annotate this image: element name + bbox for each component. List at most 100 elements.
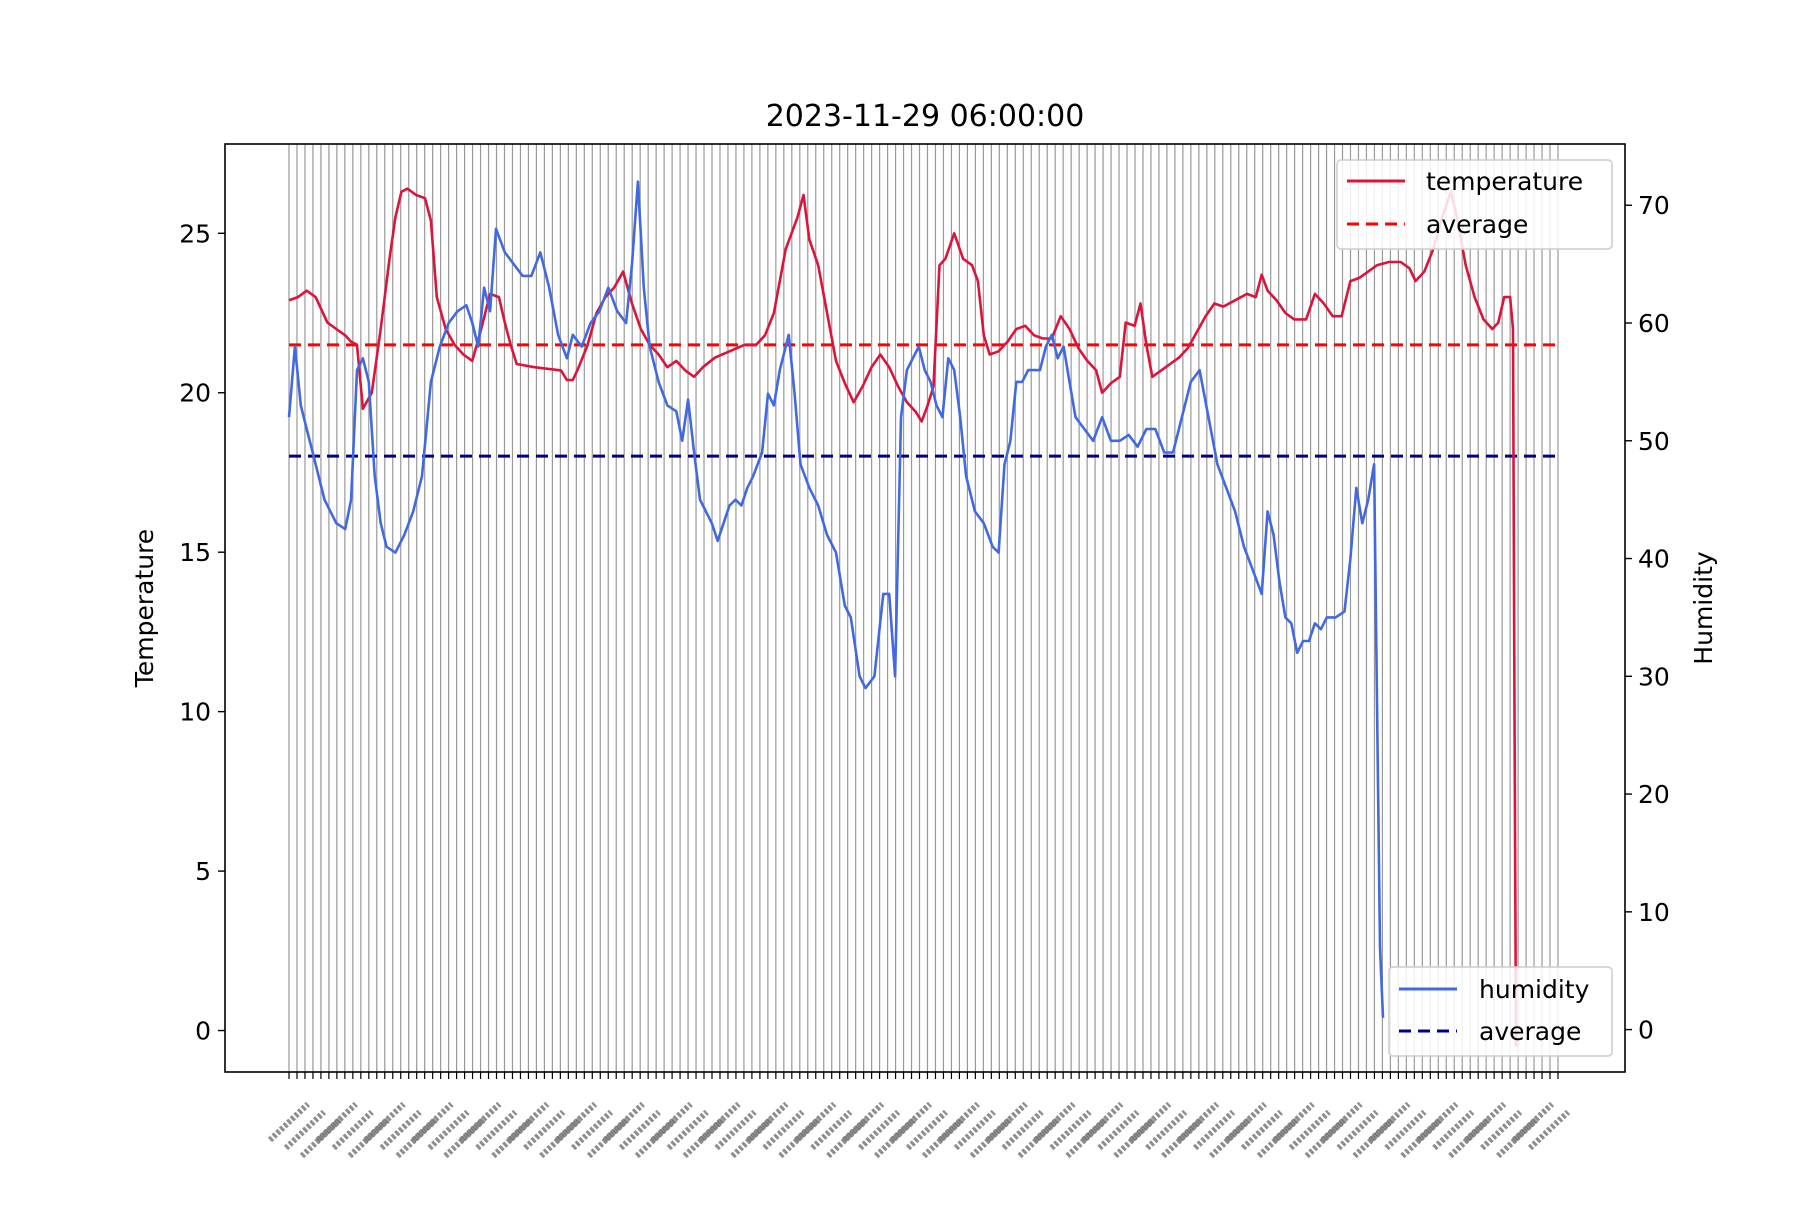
x-tick-label-mark [1256,1117,1299,1159]
x-tick-label-mark [523,1109,566,1151]
x-tick-label-mark [1145,1109,1188,1151]
x-tick-label-mark [826,1117,869,1159]
right-y-tick-label: 10 [1638,898,1670,927]
x-tick-label-mark [586,1117,630,1159]
temperature-series-line [288,187,1518,1047]
x-tick-label-mark [1065,1117,1108,1159]
x-tick-label-mark [937,1101,980,1143]
x-tick-label-mark [1049,1109,1092,1151]
x-tick-label-mark [1400,1117,1443,1159]
x-tick-label-mark [299,1117,342,1159]
x-tick-label-mark [1336,1109,1379,1151]
legend-humidity-label: humidity [1479,975,1590,1004]
right-y-tick-label: 70 [1638,191,1670,220]
x-tick-layer [267,1072,1571,1159]
x-tick-label-mark [1208,1117,1252,1159]
x-tick-label-mark [1161,1117,1204,1159]
x-tick-label-mark [1001,1109,1044,1151]
x-tick-label-mark [379,1109,422,1151]
x-tick-label-mark [1464,1101,1507,1143]
right-y-axis: 0 10 20 30 40 50 60 70 [1625,191,1670,1045]
x-tick-label-mark [411,1101,454,1143]
x-tick-label-mark [762,1109,805,1151]
x-tick-label-mark [1304,1117,1347,1159]
x-tick-label-mark [491,1117,534,1159]
legend-secondary: humidity average [1388,966,1613,1057]
x-tick-label-mark [315,1101,358,1143]
x-tick-label-mark [969,1117,1012,1159]
x-tick-label-mark [1017,1117,1060,1159]
left-y-tick-label: 15 [179,538,211,567]
right-y-tick-label: 30 [1638,662,1670,691]
x-tick-label-mark [1352,1117,1395,1159]
grid-layer [288,144,1559,1072]
x-tick-label-mark [331,1109,374,1151]
left-y-tick-label: 5 [195,857,211,886]
x-tick-label-mark [985,1101,1028,1143]
plot-frame [224,143,1626,1073]
series-layer [287,180,1518,1047]
x-tick-label-mark [347,1117,390,1159]
x-tick-label-mark [1496,1117,1539,1159]
x-tick-label-mark [889,1101,933,1143]
x-tick-label-mark [698,1101,741,1143]
x-tick-label-mark [714,1109,757,1151]
x-tick-label-mark [778,1117,821,1159]
x-tick-label-mark [1033,1101,1076,1143]
x-tick-label-mark [1081,1101,1124,1143]
chart-title: 2023-11-29 06:00:00 [766,99,1085,134]
left-y-axis: 0 5 10 15 20 25 [179,219,225,1046]
x-tick-label-mark [1432,1109,1475,1151]
x-tick-label-mark [459,1101,502,1143]
left-y-tick-label: 25 [179,219,211,248]
x-tick-label-mark [283,1109,327,1151]
x-tick-label-mark [1480,1109,1523,1151]
x-tick-label-mark [810,1109,853,1151]
x-tick-label-mark [1511,1101,1555,1143]
x-tick-label-mark [602,1101,645,1143]
x-tick-label-mark [650,1101,693,1143]
x-tick-label-mark [1448,1117,1491,1159]
x-tick-label-mark [570,1109,614,1151]
x-tick-label-mark [1129,1101,1172,1143]
x-tick-label-mark [1272,1101,1315,1143]
x-tick-label-mark [682,1117,725,1159]
x-tick-label-mark [730,1117,773,1159]
x-tick-label-mark [507,1101,550,1143]
x-tick-label-mark [1368,1101,1411,1143]
x-tick-label-mark [539,1117,582,1159]
x-tick-label-mark [842,1101,885,1143]
x-tick-label-mark [858,1109,901,1151]
x-tick-label-mark [427,1109,470,1151]
right-y-tick-label: 20 [1638,780,1670,809]
x-tick-label-mark [874,1117,917,1159]
right-y-tick-label: 0 [1638,1016,1654,1045]
x-tick-label-mark [555,1101,598,1143]
right-y-tick-label: 50 [1638,427,1670,456]
legend-humidity-average-label: average [1479,1017,1581,1046]
right-y-tick-label: 60 [1638,309,1670,338]
x-tick-label-mark [1224,1101,1268,1143]
x-tick-label-mark [1097,1109,1140,1151]
x-tick-label-mark [921,1117,964,1159]
x-tick-label-mark [953,1109,996,1151]
x-tick-label-mark [1384,1109,1427,1151]
x-tick-label-mark [475,1109,518,1151]
legend-temperature-average-label: average [1426,210,1528,239]
right-y-axis-label: Humidity [1689,551,1718,665]
x-tick-label-mark [1416,1101,1459,1143]
legend-primary-box [1336,159,1613,250]
legend-primary: temperature average [1336,159,1613,250]
legend-temperature-label: temperature [1426,167,1583,196]
left-y-tick-label: 20 [179,379,211,408]
x-tick-label-mark [1288,1109,1331,1151]
x-tick-label-mark [1320,1101,1363,1143]
x-tick-label-mark [267,1101,311,1143]
x-tick-label-mark [666,1109,709,1151]
x-tick-label-mark [395,1117,438,1159]
x-tick-label-mark [634,1117,677,1159]
right-y-tick-label: 40 [1638,545,1670,574]
x-tick-label-mark [905,1109,949,1151]
left-y-axis-label: Temperature [130,529,159,688]
